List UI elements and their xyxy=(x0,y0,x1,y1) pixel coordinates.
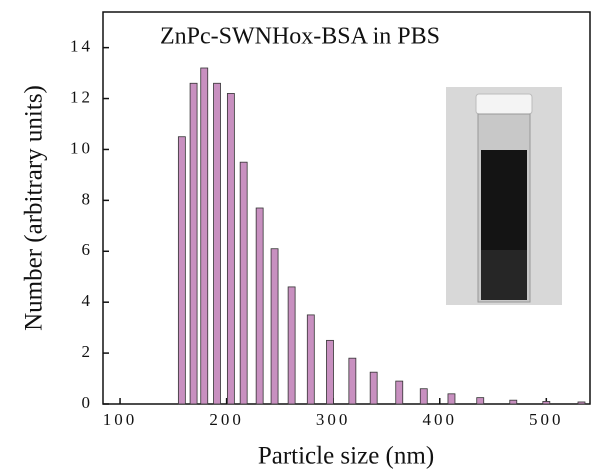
x-tick-label: 300 xyxy=(316,410,351,429)
bar xyxy=(239,161,248,405)
bar xyxy=(326,339,334,405)
cap xyxy=(475,93,533,115)
bar xyxy=(369,371,378,405)
solution-reflection xyxy=(481,250,527,300)
x-tick-label: 500 xyxy=(529,410,564,429)
y-tick-label: 4 xyxy=(82,291,94,310)
x-tick-label: 100 xyxy=(103,410,138,429)
bar xyxy=(395,380,404,405)
bar xyxy=(509,399,518,405)
y-tick-label: 0 xyxy=(82,393,94,412)
bar xyxy=(213,82,221,405)
bar xyxy=(577,401,586,405)
y-tick-label: 8 xyxy=(82,189,94,208)
chart-title: ZnPc-SWNHox-BSA in PBS xyxy=(160,24,440,50)
bar xyxy=(542,401,551,405)
y-tick-label: 6 xyxy=(82,240,94,259)
y-tick-label: 12 xyxy=(70,87,93,106)
bar xyxy=(419,388,428,405)
bar xyxy=(447,393,456,405)
bar xyxy=(476,397,485,405)
bar xyxy=(270,248,279,405)
bar xyxy=(226,93,235,405)
plot-frame xyxy=(102,11,591,405)
bar xyxy=(177,136,186,405)
x-tick-label: 200 xyxy=(209,410,244,429)
bar xyxy=(255,207,264,405)
bar xyxy=(348,357,357,405)
y-axis-title: Number (arbitrary units) xyxy=(21,85,48,331)
y-tick-label: 10 xyxy=(70,138,93,157)
bar xyxy=(287,286,296,405)
bar xyxy=(306,314,315,405)
bar xyxy=(200,67,209,405)
x-axis-title: Particle size (nm) xyxy=(258,443,434,470)
y-tick-label: 2 xyxy=(82,342,94,361)
y-tick-label: 14 xyxy=(70,37,93,56)
inset-photo xyxy=(446,87,562,305)
bar xyxy=(189,82,198,405)
x-tick-label: 400 xyxy=(422,410,457,429)
